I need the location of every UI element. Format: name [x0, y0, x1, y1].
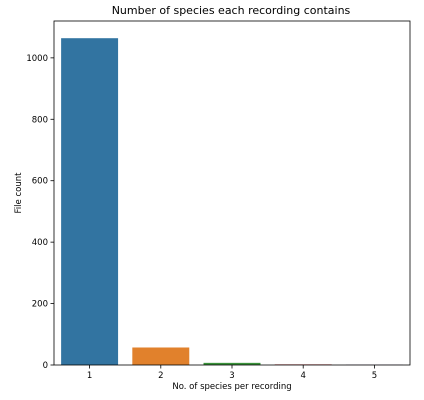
x-tick-label: 2	[158, 371, 163, 381]
bar-2	[132, 347, 190, 365]
bar-1	[61, 38, 119, 365]
bars-group	[61, 38, 403, 365]
x-tick-label: 4	[300, 371, 305, 381]
y-axis-label: File count	[14, 172, 24, 214]
y-tick-label: 400	[32, 238, 48, 248]
plot-frame	[53, 20, 411, 366]
x-ticks-group: 1 2 3 4 5	[87, 365, 377, 381]
y-ticks-group: 0 200 400 600 800 1000	[26, 54, 54, 371]
y-tick-label: 1000	[26, 54, 48, 64]
x-axis-label: No. of species per recording	[172, 382, 291, 392]
x-tick-label: 5	[372, 371, 377, 381]
x-tick-label: 1	[87, 371, 92, 381]
x-tick-label: 3	[229, 371, 234, 381]
y-tick-label: 800	[32, 115, 48, 125]
y-tick-label: 200	[32, 300, 48, 310]
y-tick-label: 600	[32, 177, 48, 187]
bar-3	[203, 362, 261, 365]
chart-title: Number of species each recording contain…	[112, 4, 351, 17]
y-tick-label: 0	[43, 361, 48, 371]
